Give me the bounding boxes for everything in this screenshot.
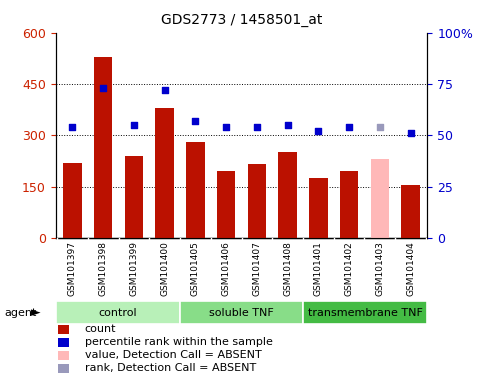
- Bar: [125, 156, 143, 238]
- Text: GSM101400: GSM101400: [160, 241, 169, 296]
- Text: value, Detection Call = ABSENT: value, Detection Call = ABSENT: [85, 350, 261, 360]
- Text: rank, Detection Call = ABSENT: rank, Detection Call = ABSENT: [85, 363, 256, 373]
- Text: GSM101397: GSM101397: [68, 241, 77, 296]
- Point: [69, 124, 76, 130]
- Text: GSM101403: GSM101403: [375, 241, 384, 296]
- Bar: [303, 301, 427, 324]
- Text: count: count: [85, 324, 116, 334]
- Text: percentile rank within the sample: percentile rank within the sample: [85, 337, 272, 347]
- Bar: [186, 142, 205, 238]
- Text: GSM101398: GSM101398: [99, 241, 108, 296]
- Point: [161, 87, 169, 93]
- Point: [376, 124, 384, 130]
- Text: GDS2773 / 1458501_at: GDS2773 / 1458501_at: [161, 13, 322, 27]
- Text: GSM101407: GSM101407: [253, 241, 261, 296]
- Point: [314, 128, 322, 134]
- Text: GSM101408: GSM101408: [283, 241, 292, 296]
- Text: agent: agent: [5, 308, 37, 318]
- Point: [345, 124, 353, 130]
- Bar: [340, 171, 358, 238]
- Point: [407, 130, 414, 136]
- Point: [99, 85, 107, 91]
- Text: ►: ►: [31, 306, 41, 319]
- Text: transmembrane TNF: transmembrane TNF: [308, 308, 423, 318]
- Bar: [94, 56, 113, 238]
- Text: soluble TNF: soluble TNF: [209, 308, 274, 318]
- Point: [284, 122, 291, 128]
- Bar: [56, 301, 180, 324]
- Bar: [180, 301, 303, 324]
- Text: GSM101401: GSM101401: [314, 241, 323, 296]
- Point: [253, 124, 261, 130]
- Bar: [309, 178, 327, 238]
- Bar: [63, 163, 82, 238]
- Bar: [370, 159, 389, 238]
- Text: GSM101406: GSM101406: [222, 241, 230, 296]
- Text: GSM101399: GSM101399: [129, 241, 139, 296]
- Bar: [278, 152, 297, 238]
- Point: [222, 124, 230, 130]
- Bar: [156, 108, 174, 238]
- Bar: [401, 185, 420, 238]
- Point: [130, 122, 138, 128]
- Bar: [248, 164, 266, 238]
- Text: GSM101402: GSM101402: [344, 241, 354, 296]
- Point: [192, 118, 199, 124]
- Text: GSM101405: GSM101405: [191, 241, 200, 296]
- Bar: [217, 171, 235, 238]
- Text: control: control: [98, 308, 137, 318]
- Text: GSM101404: GSM101404: [406, 241, 415, 296]
